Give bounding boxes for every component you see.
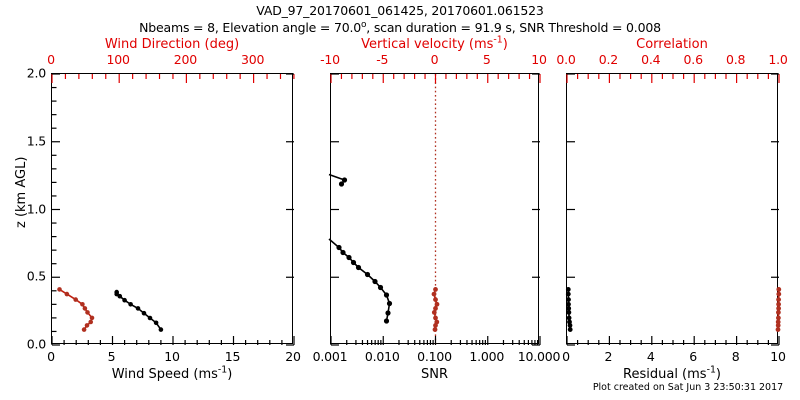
panel-snr-side-ticks: [331, 73, 540, 346]
wind-speed-tick-15: 15: [224, 349, 241, 364]
snr-tick-10.000: 10.000: [517, 349, 561, 364]
series-snr: [328, 173, 393, 324]
figure-title: VAD_97_20170601_061425, 20170601.061523: [256, 3, 544, 18]
vert-vel-tick-0: 0: [430, 52, 439, 67]
panel-wind-top-ticks: [51, 74, 295, 83]
vert-vel-tick-10: 10: [531, 52, 547, 67]
panel-wind: [51, 73, 295, 346]
series-residual: [565, 287, 573, 332]
vertical-velocity-axis-title-base: Vertical velocity (ms: [361, 37, 494, 52]
y-tick-label-1.5: 1.5: [26, 133, 46, 149]
series-wind-speed: [114, 289, 164, 332]
wind-speed-tick-20: 20: [285, 349, 301, 364]
residual-axis-title-tail: ): [715, 367, 721, 382]
vertical-velocity-axis-title-tail: ): [502, 37, 508, 52]
residual-axis-title-exponent: -1: [706, 364, 716, 376]
correlation-tick-0.0: 0.0: [556, 52, 576, 67]
y-tick-label-1.0: 1.0: [26, 201, 46, 216]
wind-dir-tick-300: 300: [240, 52, 265, 67]
residual-tick-6: 6: [689, 349, 698, 364]
vertical-velocity-axis-title: Vertical velocity (ms-1): [361, 34, 508, 52]
panel-snr-bottom-ticks: [330, 336, 541, 345]
correlation-tick-0.2: 0.2: [598, 52, 619, 67]
vert-vel-tick-neg5: -5: [376, 52, 389, 67]
correlation-axis-title: Correlation: [636, 37, 708, 52]
subtitle-nbeams: Nbeams = 8, Elevation angle = 70.0: [139, 20, 361, 35]
vert-vel-tick-neg10: -10: [320, 52, 340, 67]
panel-residual-bottom-ticks: [566, 336, 780, 345]
vertical-velocity-axis-title-exponent: -1: [493, 34, 503, 46]
residual-axis-title: Residual (ms-1): [623, 364, 721, 382]
wind-dir-tick-100: 100: [106, 52, 130, 67]
panel-snr-top-ticks: [330, 74, 541, 83]
correlation-tick-0.6: 0.6: [683, 52, 703, 67]
wind-direction-axis-title: Wind Direction (deg): [104, 37, 240, 52]
wind-dir-tick-0: 0: [47, 52, 55, 67]
subtitle-degree-symbol: o: [360, 19, 367, 30]
wind-dir-tick-200: 200: [173, 52, 198, 67]
snr-tick-0.100: 0.100: [417, 349, 452, 364]
wind-speed-tick-5: 5: [107, 349, 116, 364]
residual-tick-10: 10: [770, 349, 786, 364]
wind-speed-tick-10: 10: [164, 349, 180, 364]
series-wind-direction: [57, 287, 95, 332]
panel-residual-plot-area: [565, 73, 782, 346]
correlation-tick-0.4: 0.4: [641, 52, 661, 67]
wind-speed-axis-title: Wind Speed (ms-1): [111, 364, 233, 382]
correlation-tick-0.8: 0.8: [725, 52, 746, 67]
residual-tick-0: 0: [562, 349, 570, 364]
panel-residual-top-ticks: [566, 74, 780, 83]
y-tick-label-2.0: 2.0: [26, 65, 46, 81]
residual-axis-title-base: Residual (ms: [623, 367, 707, 382]
wind-speed-axis-title-base: Wind Speed (ms: [111, 367, 218, 382]
plot-creation-timestamp: Plot created on Sat Jun 3 23:50:31 2017: [592, 382, 784, 393]
residual-tick-2: 2: [604, 349, 613, 364]
panel-snr: [328, 73, 541, 346]
wind-speed-axis-title-tail: ): [227, 367, 233, 382]
residual-tick-4: 4: [646, 349, 655, 364]
snr-tick-0.010: 0.010: [364, 349, 400, 364]
correlation-tick-1.0: 1.0: [768, 52, 788, 67]
panel-wind-bottom-ticks: [51, 336, 295, 345]
snr-axis-title: SNR: [420, 367, 449, 382]
y-tick-label-0.5: 0.5: [26, 268, 46, 284]
vert-vel-tick-5: 5: [482, 52, 491, 67]
wind-speed-axis-title-exponent: -1: [217, 364, 228, 376]
panel-residual: [565, 73, 782, 346]
series-correlation: [775, 287, 782, 332]
panel-residual-side-ticks: [567, 73, 779, 346]
series-vertical-velocity: [431, 287, 440, 332]
snr-tick-1.000: 1.000: [469, 349, 505, 364]
panel-snr-plot-area: [328, 73, 541, 346]
wind-speed-tick-0: 0: [47, 349, 55, 364]
panel-wind-right-ticks: [286, 73, 294, 346]
panel-wind-plot-area: [51, 73, 295, 346]
y-axis-label: z (km AGL): [14, 156, 29, 228]
panel-wind-left-ticks: [52, 73, 60, 346]
figure-subtitle: Nbeams = 8, Elevation angle = 70.0o, sca…: [0, 20, 800, 35]
snr-tick-0.001: 0.001: [312, 349, 348, 364]
residual-tick-8: 8: [731, 349, 740, 364]
y-tick-label-0.0: 0.0: [26, 336, 46, 352]
subtitle-rest: , scan duration = 91.9 s, SNR Threshold …: [366, 20, 661, 35]
